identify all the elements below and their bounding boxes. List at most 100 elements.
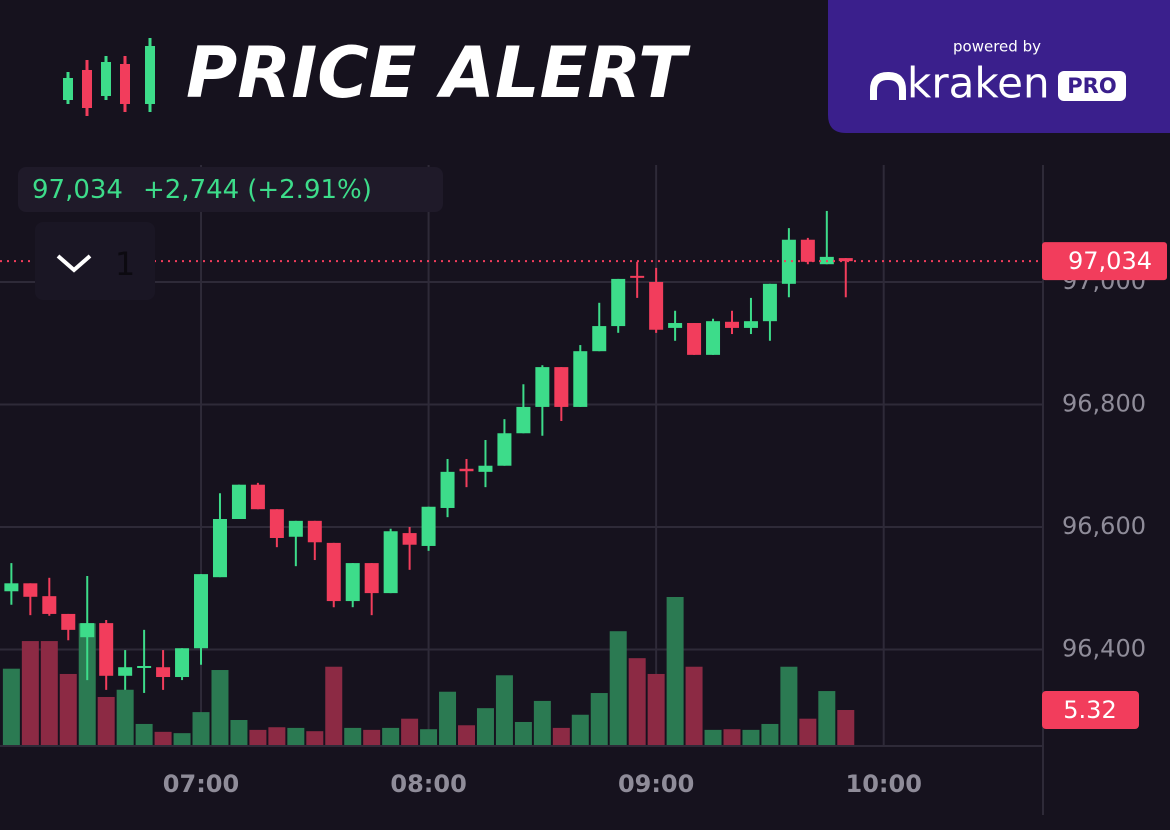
icon-body <box>145 46 155 104</box>
powered-by: powered by <box>953 38 1041 56</box>
candle-body <box>175 648 190 678</box>
icon-body <box>120 64 130 104</box>
ticker: 97,034 +2,744 (+2.91%) <box>32 175 372 205</box>
candle-body <box>535 367 550 407</box>
volume-bar <box>685 666 703 745</box>
volume-bar <box>97 696 115 745</box>
y-tick-label: 96,400 <box>1062 634 1146 662</box>
volume-bar <box>116 689 134 745</box>
candle-body <box>61 613 76 630</box>
candle-body <box>99 623 114 676</box>
icon-body <box>82 70 92 108</box>
x-tick-label: 10:00 <box>846 770 922 798</box>
volume-bar <box>192 712 210 745</box>
candle-body <box>421 506 436 546</box>
volume-bar <box>154 731 172 745</box>
volume-bar <box>306 731 324 745</box>
volume-tag <box>1042 691 1139 730</box>
candle-body <box>743 321 758 328</box>
volume-bar <box>609 631 627 745</box>
icon-body <box>101 62 111 96</box>
volume-bar <box>78 623 96 745</box>
volume-bar <box>230 720 248 745</box>
candle-body <box>724 321 739 328</box>
x-tick-label: 08:00 <box>390 770 466 798</box>
interval-box[interactable] <box>35 222 155 300</box>
volume-bar <box>458 725 476 745</box>
ticker-change-pct: (+2.91%) <box>247 175 372 205</box>
candle-body <box>781 239 796 284</box>
candle-body <box>326 542 341 602</box>
volume-bar <box>287 727 305 745</box>
candle-body <box>288 520 303 537</box>
volume-bar <box>704 729 722 745</box>
x-tick-label: 09:00 <box>618 770 694 798</box>
volume-bar <box>799 718 817 745</box>
candle-body <box>762 283 777 322</box>
candle-body <box>212 519 227 578</box>
volume-bar <box>173 733 191 745</box>
candle-body <box>118 667 133 676</box>
volume-bar <box>723 729 741 745</box>
candle-body <box>269 509 284 538</box>
volume-bar <box>761 723 779 745</box>
candle-body <box>706 321 721 355</box>
candle-body <box>80 623 95 638</box>
last-price-tag <box>1042 242 1167 281</box>
candle-body <box>23 583 38 597</box>
candle-body <box>649 281 664 330</box>
volume-bar <box>40 641 58 745</box>
volume-bar <box>495 675 513 745</box>
candle-body <box>800 239 815 262</box>
volume-bar <box>135 723 153 745</box>
candle-body <box>687 323 702 355</box>
candle-body <box>137 665 152 668</box>
interval[interactable]: 1 <box>115 245 135 283</box>
candle-body <box>554 367 569 407</box>
logo-icon <box>63 38 155 116</box>
brand: kraken <box>907 59 1050 108</box>
volume-bar <box>818 691 836 745</box>
volume-bar <box>382 727 400 745</box>
volume-bar <box>628 658 646 745</box>
badge <box>1058 71 1126 101</box>
candle-body <box>194 574 209 649</box>
x-tick-label: 07:00 <box>163 770 239 798</box>
volume-bar <box>590 693 608 745</box>
volume-bar <box>514 721 532 745</box>
icon-body <box>63 78 73 100</box>
volume-bar <box>211 670 229 745</box>
candle-body <box>668 323 683 328</box>
badge-text: PRO <box>1067 74 1116 98</box>
volume-bar <box>2 668 20 745</box>
last-price-label: 97,034 <box>1068 247 1152 275</box>
chevron[interactable] <box>56 254 92 273</box>
candle-body <box>459 468 474 472</box>
volume-bar <box>666 597 684 745</box>
ticker-change: +2,744 <box>143 175 239 205</box>
candle-body <box>345 563 360 602</box>
volume-bar <box>420 729 438 745</box>
volume-bar <box>325 666 343 745</box>
candle-body <box>497 433 512 466</box>
volume-bar <box>249 729 267 745</box>
volume-bar <box>363 729 381 745</box>
volume-bar <box>401 718 419 745</box>
candle-body <box>516 406 531 434</box>
volume-bar <box>647 673 665 745</box>
volume-bar <box>571 714 589 745</box>
volume-bar <box>780 666 798 745</box>
candle-body <box>156 667 171 678</box>
volume-bar <box>268 727 286 745</box>
candle-body <box>440 471 455 508</box>
candle-body <box>383 531 398 594</box>
volume-bar <box>837 710 855 745</box>
volume-label: 5.32 <box>1063 696 1116 724</box>
candle-body <box>573 351 588 407</box>
candle-body <box>307 520 322 543</box>
candle-body <box>592 326 607 352</box>
candle-body <box>611 278 626 327</box>
